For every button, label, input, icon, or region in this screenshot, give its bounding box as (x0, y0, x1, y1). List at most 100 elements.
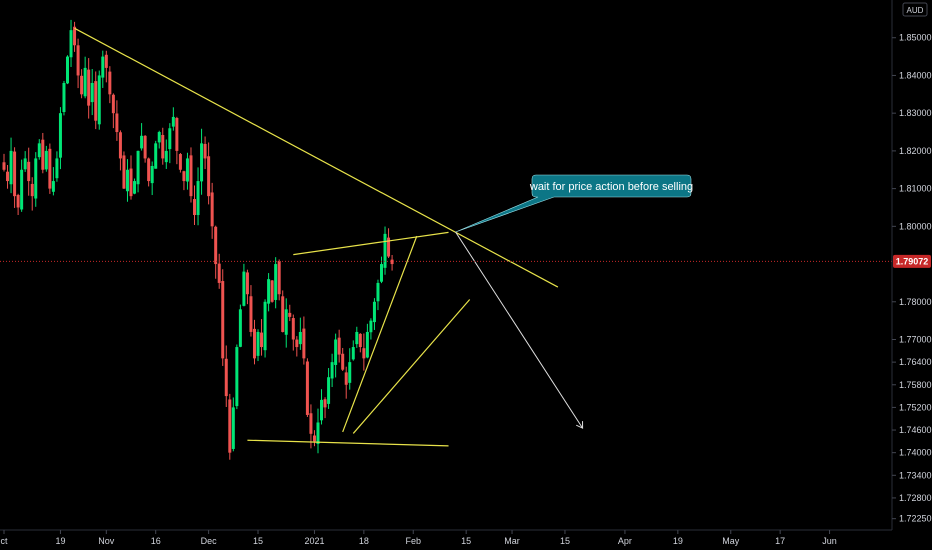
candle-body (224, 358, 228, 397)
trendline-rising-wedge-upper[interactable] (342, 235, 418, 433)
time-tick-label: Jun (822, 536, 837, 546)
time-tick-label: Dec (201, 536, 218, 546)
price-tick-label: 1.83000 (899, 108, 932, 118)
time-tick-label: 15 (253, 536, 263, 546)
candle-body (90, 82, 94, 103)
candle-body (55, 158, 59, 179)
price-tick-label: 1.77000 (899, 335, 932, 345)
candle-body (362, 348, 366, 359)
candle-body (203, 143, 207, 159)
candle-body (6, 171, 10, 182)
price-tick-label: 1.72250 (899, 514, 932, 524)
candle-body (48, 148, 52, 189)
candle-body (238, 309, 242, 347)
trendline-base-support[interactable] (247, 439, 449, 447)
candle-body (30, 183, 34, 197)
candle-body (221, 281, 225, 359)
candle-body (298, 331, 302, 345)
last-price-tag: 1.79072 (893, 254, 931, 268)
candle-body (13, 151, 17, 197)
candle-body (305, 361, 309, 415)
time-tick-label: 16 (151, 536, 161, 546)
candle-body (337, 337, 341, 355)
time-tick-label: ct (0, 536, 8, 546)
candle-body (309, 413, 313, 434)
trendline-upper-channel[interactable] (293, 231, 449, 256)
candle-body (260, 332, 264, 348)
candle-body (76, 45, 80, 76)
annotation-callout[interactable]: wait for price action before selling (455, 174, 694, 233)
candle-body (200, 143, 204, 182)
candle-body (147, 158, 151, 182)
callout-bubble[interactable] (455, 174, 692, 233)
candle-body (178, 154, 182, 170)
candle-body (108, 71, 112, 95)
currency-badge[interactable] (902, 2, 928, 17)
price-tick-label: 1.85000 (899, 33, 932, 43)
candle-body (281, 296, 285, 332)
trendline-drawings[interactable] (74, 27, 559, 447)
candle-body (214, 226, 218, 265)
candle-body (23, 158, 27, 170)
candle-body (383, 233, 387, 268)
candle-body (87, 69, 91, 106)
candle-body (51, 181, 55, 192)
price-axis[interactable]: 1.85000 1.84000 1.83000 1.82000 1.81000 1.800… (891, 0, 932, 530)
projection-arrow[interactable] (455, 231, 584, 429)
candle-body (228, 399, 232, 453)
time-tick-label: Apr (618, 536, 632, 546)
candle-body (369, 320, 373, 333)
candle-body (274, 264, 278, 300)
time-axis[interactable]: ct 19 Nov 16 Dec 15 2021 18 Feb 15 Mar 15 Apr 19 May 17… (0, 529, 892, 546)
candle-body (41, 139, 45, 170)
candle-body (256, 331, 260, 356)
candle-body (341, 353, 345, 370)
candle-body (295, 339, 299, 348)
candle-body (140, 135, 144, 149)
time-tick-label: 15 (461, 536, 471, 546)
trendline-rising-wedge-lower[interactable] (352, 299, 471, 434)
candle-body (27, 161, 31, 182)
candle-body (150, 165, 154, 184)
callout-text: wait for price action before selling (529, 181, 693, 193)
candle-body (154, 143, 158, 169)
candle-body (252, 328, 256, 359)
candle-body (37, 143, 41, 158)
candle-body (62, 82, 66, 113)
trendline-descending-resistance[interactable] (74, 27, 559, 288)
candle-body (143, 135, 147, 159)
candle-body (157, 132, 161, 143)
candle-body (320, 399, 324, 421)
candle-body (330, 362, 334, 379)
time-axis-ticks: ct 19 Nov 16 Dec 15 2021 18 Feb 15 Mar 15 Apr 19 May 17… (0, 530, 837, 546)
candle-body (231, 407, 235, 449)
price-tick-label: 1.73400 (899, 470, 932, 480)
candle-body (129, 168, 133, 197)
candle-body (136, 150, 140, 185)
price-tick-label: 1.74000 (899, 448, 932, 458)
candle-body (111, 94, 115, 114)
candle-body (161, 134, 165, 159)
candlestick-series (2, 19, 394, 460)
candle-body (344, 372, 348, 385)
price-tick-label: 1.82000 (899, 146, 932, 156)
price-tick-label: 1.78000 (899, 297, 932, 307)
projection-arrowhead (576, 421, 584, 429)
projection-line[interactable] (455, 231, 584, 429)
candle-body (189, 155, 193, 197)
candle-body (168, 128, 172, 150)
candle-body (73, 26, 77, 46)
candle-body (288, 312, 292, 317)
candle-body (267, 279, 271, 304)
candle-body (171, 116, 175, 127)
price-tick-label: 1.75200 (899, 402, 932, 412)
price-tick-label: 1.80000 (899, 221, 932, 231)
candle-body (263, 301, 267, 351)
candle-body (66, 56, 70, 84)
candle-body (277, 261, 281, 295)
currency-label: AUD (907, 6, 924, 15)
candle-body (351, 347, 355, 360)
candle-body (249, 296, 253, 332)
